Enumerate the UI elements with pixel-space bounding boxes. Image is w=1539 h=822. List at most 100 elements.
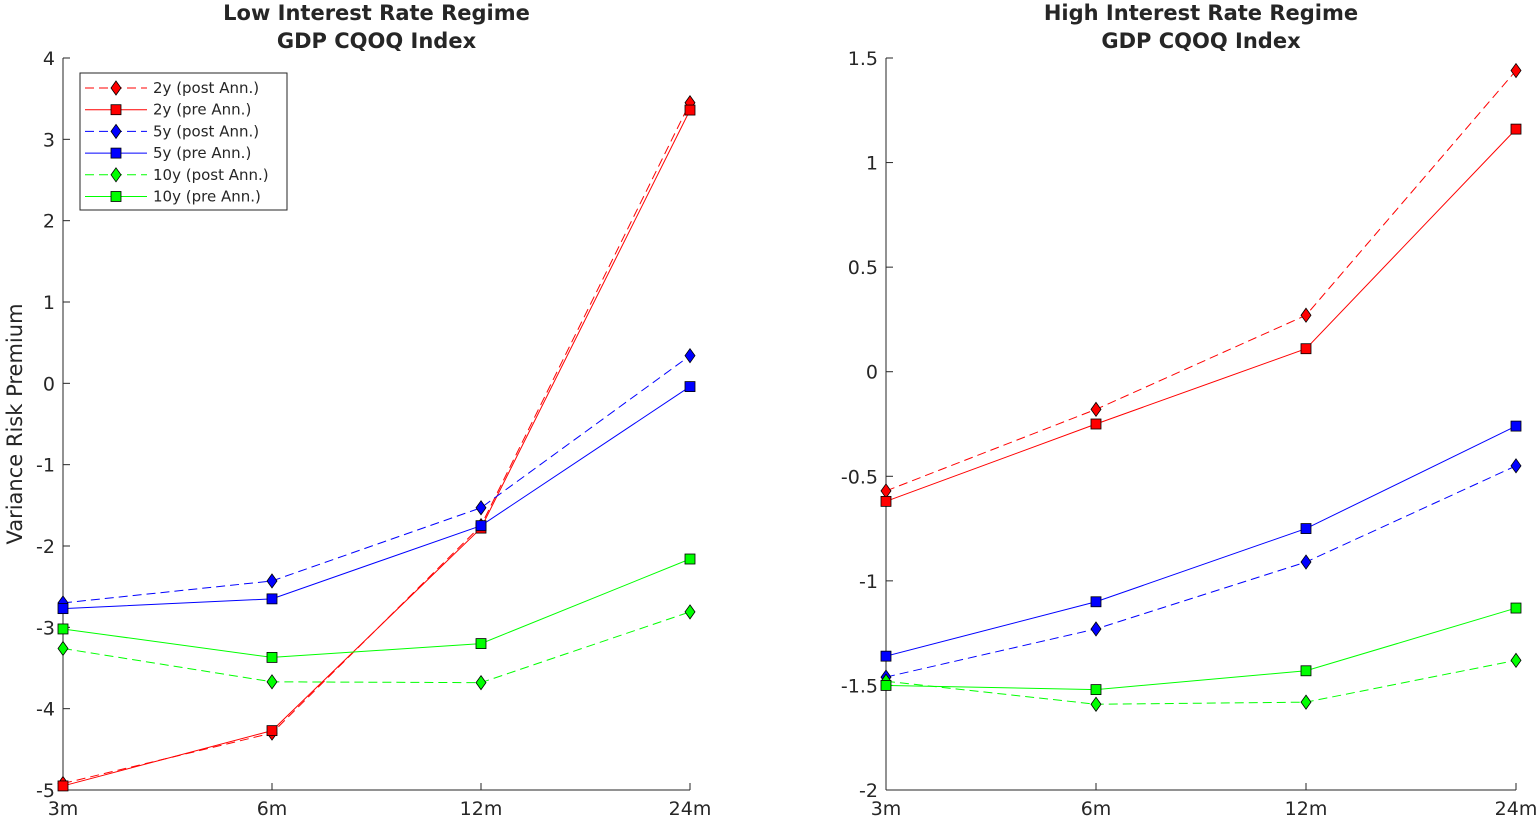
data-point-2y-pre-ann-24m [1510, 123, 1522, 135]
y-tick-label: 1.5 [848, 48, 878, 70]
data-point-10y-pre-ann-3m [57, 623, 69, 635]
y-tick-label: -1.5 [841, 675, 878, 697]
legend-marker-5y-post-ann [110, 123, 122, 140]
data-point-2y-post-ann-6m [1090, 401, 1102, 418]
series-5y-post-ann [880, 458, 1522, 685]
legend-marker-5y-pre-ann [110, 147, 122, 159]
series-line [885, 70, 1517, 492]
series-line [885, 425, 1517, 657]
y-tick-label: -2 [36, 536, 55, 558]
y-tick-label: 1 [866, 153, 878, 175]
data-point-10y-pre-ann-12m [475, 638, 487, 649]
series-10y-pre-ann [880, 602, 1522, 696]
series-2y-pre-ann [880, 123, 1522, 507]
series-2y-post-ann [880, 62, 1522, 499]
chart-title-line-2: GDP CQOQ Index [277, 29, 477, 53]
legend-label: 10y (post Ann.) [153, 166, 269, 184]
data-point-2y-post-ann-12m [1300, 307, 1312, 323]
data-point-5y-pre-ann-3m [57, 603, 69, 615]
y-tick-label: 3 [43, 129, 55, 151]
data-point-10y-pre-ann-3m [880, 680, 892, 691]
y-tick-label: 2 [43, 211, 55, 233]
series-line [885, 128, 1517, 502]
chart-title-line-1: Low Interest Rate Regime [223, 1, 530, 25]
legend-label: 2y (pre Ann.) [153, 101, 251, 119]
legend-marker-2y-pre-ann [110, 104, 122, 116]
y-tick-label: 0 [866, 362, 878, 384]
data-point-10y-post-ann-12m [1300, 694, 1312, 710]
y-tick-label: 1 [43, 292, 55, 314]
chart-panel-1: Low Interest Rate Regime GDP CQOQ Index -5… [3, 1, 711, 820]
data-point-2y-pre-ann-3m [57, 780, 69, 792]
series-line [885, 607, 1517, 691]
series-5y-post-ann [57, 347, 696, 611]
legend-marker-2y-post-ann [110, 80, 122, 96]
y-tick-label: 0 [43, 373, 55, 395]
legend: 2y (post Ann.) 2y (pre Ann.) 5y (post Ann.… [79, 72, 288, 211]
y-tick-label: -5 [36, 780, 55, 802]
data-point-10y-pre-ann-24m [1510, 602, 1522, 614]
series-line [885, 659, 1517, 705]
data-point-5y-post-ann-24m [1510, 458, 1522, 474]
data-point-10y-post-ann-24m [684, 604, 696, 620]
x-tick-label: 6m [1081, 798, 1112, 820]
data-point-2y-pre-ann-6m [266, 725, 278, 737]
data-point-5y-pre-ann-12m [1300, 523, 1312, 534]
x-tick-label: 24m [669, 798, 712, 820]
data-point-5y-pre-ann-6m [266, 593, 278, 605]
data-point-5y-post-ann-6m [266, 573, 278, 589]
data-point-5y-pre-ann-24m [684, 381, 696, 392]
data-point-2y-pre-ann-24m [684, 104, 696, 116]
x-tick-label: 6m [257, 798, 288, 820]
data-point-10y-pre-ann-6m [1090, 684, 1102, 696]
data-point-10y-post-ann-6m [1090, 696, 1102, 712]
data-point-5y-post-ann-24m [684, 347, 696, 364]
y-tick-label: -3 [36, 617, 55, 639]
data-point-5y-pre-ann-6m [1090, 596, 1102, 608]
data-point-5y-pre-ann-24m [1510, 420, 1522, 432]
data-point-5y-post-ann-12m [1300, 554, 1312, 570]
series-5y-pre-ann [57, 381, 696, 615]
legend-marker-10y-pre-ann [110, 191, 122, 202]
y-axis-label: Variance Risk Premium [3, 303, 27, 544]
series-line [62, 109, 691, 787]
data-point-2y-pre-ann-3m [880, 495, 892, 507]
x-tick-label: 3m [48, 798, 79, 820]
series-line [885, 465, 1517, 678]
y-tick-label: 4 [43, 48, 55, 70]
y-tick-label: -0.5 [841, 466, 878, 488]
series-line [62, 355, 691, 604]
series-line [62, 386, 691, 610]
legend-label: 5y (post Ann.) [153, 122, 259, 140]
data-point-2y-post-ann-3m [880, 483, 892, 499]
y-tick-label: -2 [859, 780, 878, 802]
data-point-2y-post-ann-24m [1510, 62, 1522, 79]
data-point-5y-pre-ann-3m [880, 650, 892, 662]
data-point-2y-pre-ann-6m [1090, 418, 1102, 430]
data-point-10y-pre-ann-24m [684, 553, 696, 565]
data-point-5y-post-ann-6m [1090, 621, 1102, 637]
chart-panel-2: High Interest Rate Regime GDP CQOQ Index -… [841, 1, 1537, 820]
x-tick-label: 12m [460, 798, 503, 820]
series-10y-pre-ann [57, 553, 696, 663]
x-tick-label: 12m [1285, 798, 1328, 820]
data-point-10y-pre-ann-6m [266, 652, 278, 663]
legend-box [79, 72, 288, 211]
data-point-5y-pre-ann-12m [475, 520, 487, 532]
series-5y-pre-ann [880, 420, 1522, 662]
data-point-10y-pre-ann-12m [1300, 665, 1312, 677]
chart-title-line-1: High Interest Rate Regime [1044, 1, 1358, 25]
x-tick-label: 3m [871, 798, 902, 820]
y-tick-label: -1 [36, 455, 55, 477]
data-point-5y-post-ann-12m [475, 500, 487, 516]
x-tick-label: 24m [1495, 798, 1538, 820]
series-line [62, 102, 691, 784]
data-point-10y-post-ann-12m [475, 674, 487, 691]
data-point-10y-post-ann-3m [57, 640, 69, 657]
data-point-10y-post-ann-24m [1510, 652, 1522, 669]
data-point-10y-post-ann-6m [266, 674, 278, 690]
legend-label: 2y (post Ann.) [153, 79, 259, 97]
y-tick-label: -1 [859, 571, 878, 593]
data-point-2y-pre-ann-12m [1300, 343, 1312, 355]
